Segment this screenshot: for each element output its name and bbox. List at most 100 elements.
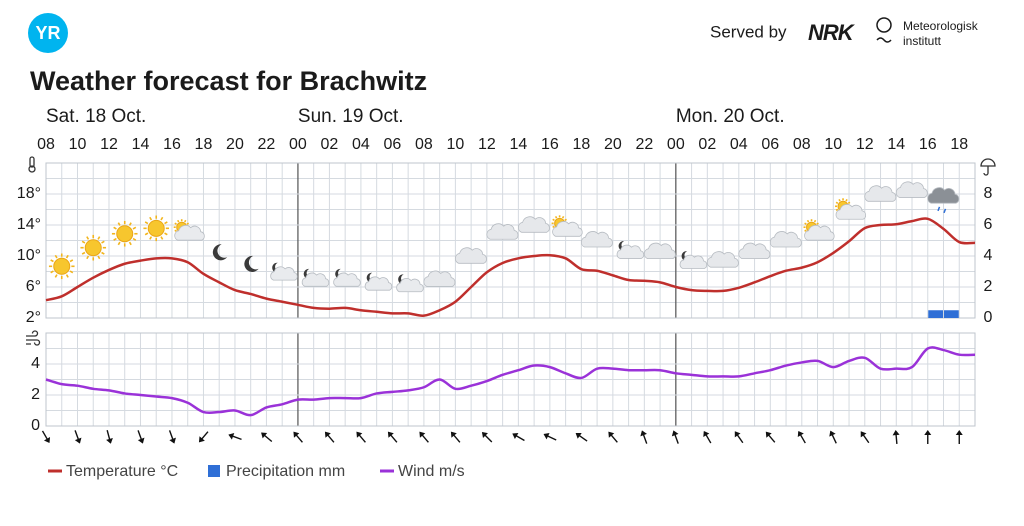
wind-arrow-head: [293, 431, 300, 438]
sun-ray: [97, 236, 101, 240]
legend-label: Temperature °C: [66, 463, 178, 480]
cloud: [864, 185, 897, 202]
wind-arrow-head: [356, 431, 363, 438]
precipitation-bar: [944, 310, 959, 318]
sun-ray: [561, 215, 565, 219]
wind-arrow-head: [608, 431, 615, 438]
weather-icon: [864, 185, 897, 202]
cloud: [835, 204, 867, 220]
wind-arrow-head: [43, 436, 51, 444]
sun-ray: [164, 221, 168, 225]
met-name: institutt: [903, 34, 942, 48]
y2-tick-label: 2: [984, 278, 993, 295]
cloud: [333, 272, 361, 287]
weather-icon: [486, 223, 519, 240]
rain-drop: [937, 206, 941, 212]
weather-icon: [895, 181, 928, 198]
wind-arrow: [137, 430, 145, 444]
sun-ray: [54, 254, 58, 259]
yr-logo[interactable]: [28, 13, 68, 53]
weather-icon: [706, 251, 739, 268]
sun-ray: [144, 232, 149, 236]
sun-ray: [554, 215, 558, 219]
weather-icon: [454, 247, 487, 264]
weather-icon: [616, 241, 645, 259]
cloud: [616, 244, 645, 259]
sun-ray: [149, 216, 153, 221]
nrk-logo[interactable]: NRK: [808, 20, 857, 45]
series-line: [45, 217, 976, 317]
sun-ray: [144, 221, 149, 225]
weather-icon: [769, 231, 802, 248]
cloud: [804, 225, 835, 241]
sun-ray: [184, 219, 187, 223]
wind-arrow: [450, 431, 461, 443]
sun-ray: [50, 270, 54, 274]
sun-ray: [69, 259, 74, 263]
wind-arrow: [512, 432, 525, 442]
x-tick-label: 16: [541, 136, 559, 153]
sun-ray: [177, 219, 180, 223]
cloud: [643, 242, 676, 260]
weather-icon: [212, 244, 228, 261]
x-tick-label: 14: [132, 136, 150, 153]
sun-ray: [117, 241, 121, 246]
x-tick-label: 08: [793, 136, 811, 153]
x-tick-label: 22: [635, 136, 653, 153]
cloud: [895, 181, 928, 198]
day-label: Sun. 19 Oct.: [298, 106, 404, 127]
x-tick-label: 08: [415, 136, 433, 153]
wind-arrow-head: [512, 432, 519, 440]
y-tick-label: 6°: [26, 278, 41, 295]
wind-arrow-head: [198, 436, 205, 443]
sun: [116, 225, 134, 243]
sun: [147, 219, 165, 237]
weather-icon: [580, 231, 613, 248]
wind-arrow: [419, 431, 429, 443]
chart-title: Weather forecast for Brachwitz: [30, 66, 427, 96]
wind-arrow-head: [228, 433, 235, 440]
met-logo[interactable]: [876, 17, 892, 33]
day-label: Sat. 18 Oct.: [46, 106, 146, 127]
sun-ray: [117, 222, 121, 226]
sun-ray: [65, 254, 69, 259]
wind-arrow-head: [734, 431, 741, 438]
cloud: [679, 254, 708, 269]
wind-arrow: [41, 430, 51, 444]
x-tick-label: 12: [478, 136, 496, 153]
wind-arrow: [671, 430, 679, 444]
wind-arrow: [198, 431, 209, 443]
y-tick-label: 18°: [17, 185, 41, 202]
cloud: [769, 231, 802, 248]
sun-ray: [54, 274, 58, 278]
sun-ray: [113, 237, 117, 241]
x-tick-label: 08: [37, 136, 55, 153]
x-tick-label: 12: [856, 136, 874, 153]
served-by: Served by: [710, 22, 787, 41]
wind-arrow: [734, 431, 744, 444]
sun-ray: [160, 236, 164, 240]
wind-arrow: [765, 431, 776, 443]
wind-arrow: [640, 430, 648, 444]
sun-ray: [806, 219, 810, 223]
sun-ray: [564, 218, 567, 222]
weather-icon: [270, 262, 298, 281]
sun-ray: [86, 255, 90, 260]
x-tick-label: 10: [69, 136, 87, 153]
rain-drop: [943, 208, 947, 214]
sun-ray: [552, 218, 555, 222]
sun-ray: [160, 216, 164, 221]
sun-ray: [552, 225, 555, 229]
x-tick-label: 14: [509, 136, 527, 153]
sun-ray: [835, 201, 839, 204]
cloud: [270, 266, 298, 281]
cloud: [927, 187, 960, 204]
sun-ray: [835, 208, 839, 211]
wind-arrow-head: [955, 430, 963, 435]
x-tick-label: 02: [698, 136, 716, 153]
weather-icon: [835, 198, 867, 220]
moon: [212, 244, 228, 261]
sun-ray: [174, 229, 177, 232]
weather-icon: [80, 234, 107, 261]
